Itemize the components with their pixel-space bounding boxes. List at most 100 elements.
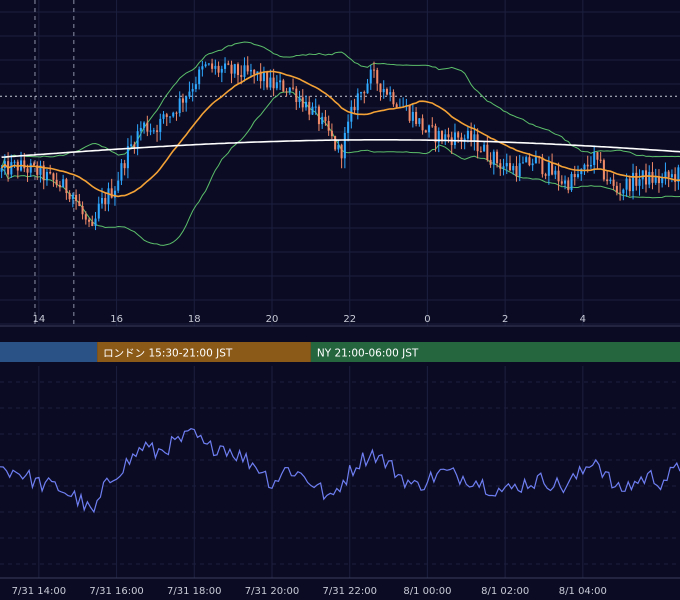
price-tick-label: 14 <box>32 314 45 325</box>
candle-down <box>415 111 418 124</box>
price-x-axis: 14 16 18 20 22 0 2 4 <box>0 314 680 327</box>
candles <box>0 56 680 231</box>
candle-up <box>382 88 385 93</box>
candle-up <box>120 163 123 181</box>
candle-down <box>259 71 262 82</box>
ma-short-line <box>1 70 680 198</box>
candle-up <box>159 118 162 132</box>
candle-up <box>29 163 32 173</box>
candle-down <box>334 136 337 150</box>
candle-up <box>369 69 372 84</box>
candle-up <box>143 122 146 128</box>
candle-down <box>573 174 576 178</box>
osc-tick-label: 7/31 14:00 <box>12 586 66 597</box>
candle-down <box>619 192 622 194</box>
candle-up <box>525 157 528 163</box>
candle-up <box>94 218 97 227</box>
candle-down <box>68 193 71 200</box>
candle-down <box>272 77 275 89</box>
candle-down <box>567 180 570 191</box>
ma-long-line <box>1 139 680 158</box>
candle-up <box>279 80 282 83</box>
candle-down <box>52 173 55 180</box>
candle-down <box>372 69 376 71</box>
candle-down <box>615 185 618 193</box>
candle-down <box>421 118 424 131</box>
candle-up <box>97 203 100 219</box>
candle-down <box>324 116 327 121</box>
candle-down <box>253 69 256 75</box>
candle-down <box>551 162 554 175</box>
candle-up <box>149 130 152 132</box>
candle-up <box>609 179 612 182</box>
candle-down <box>606 179 609 182</box>
session-band <box>97 342 311 362</box>
candle-down <box>599 159 602 161</box>
candle-down <box>434 125 437 143</box>
candle-up <box>576 174 580 178</box>
candle-down <box>55 179 58 186</box>
candle-down <box>657 176 660 184</box>
candle-up <box>188 91 191 97</box>
price-tick-label: 18 <box>188 314 201 325</box>
oscillator-grid <box>0 366 680 578</box>
candle-up <box>570 174 573 191</box>
candle-up <box>201 66 204 70</box>
candle-down <box>32 163 36 166</box>
session-label: ロンドン 15:30-21:00 JST <box>103 348 233 360</box>
candle-up <box>654 176 657 183</box>
candle-down <box>36 165 39 175</box>
candle-down <box>651 171 654 183</box>
candle-up <box>437 131 440 143</box>
candle-down <box>560 181 563 184</box>
candle-up <box>13 161 16 163</box>
candle-down <box>58 185 61 188</box>
candle-down <box>285 91 288 93</box>
candle-up <box>10 162 13 175</box>
candle-down <box>75 194 78 202</box>
candle-up <box>534 156 537 164</box>
price-tick-label: 16 <box>110 314 123 325</box>
candle-up <box>256 71 259 75</box>
candle-down <box>395 104 398 108</box>
candle-down <box>42 165 45 181</box>
candle-down <box>476 134 479 152</box>
candle-down <box>541 157 544 175</box>
moving-averages <box>1 70 680 198</box>
candle-up <box>411 111 414 121</box>
price-tick-label: 4 <box>580 314 586 325</box>
candle-down <box>674 174 677 182</box>
candle-down <box>78 201 81 206</box>
candle-up <box>664 171 667 178</box>
candle-up <box>71 194 74 200</box>
candle-up <box>204 64 207 67</box>
candle-up <box>593 152 596 165</box>
candle-up <box>356 93 359 111</box>
candle-down <box>240 75 243 77</box>
candle-up <box>178 98 181 114</box>
candle-up <box>139 127 142 132</box>
candle-up <box>233 64 236 74</box>
candle-up <box>185 96 188 103</box>
candle-down <box>340 144 343 159</box>
price-grid <box>0 0 680 326</box>
candle-down <box>146 122 149 132</box>
candle-down <box>363 92 366 94</box>
candle-down <box>635 172 638 186</box>
price-tick-label: 22 <box>343 314 356 325</box>
candle-up <box>648 171 651 185</box>
candle-down <box>486 144 489 160</box>
candle-down <box>211 63 214 69</box>
osc-tick-label: 7/31 16:00 <box>89 586 143 597</box>
candle-up <box>638 179 641 186</box>
candle-down <box>88 219 91 222</box>
candle-up <box>220 68 223 73</box>
candle-down <box>236 64 240 76</box>
candle-up <box>463 138 466 141</box>
osc-tick-label: 7/31 18:00 <box>167 586 221 597</box>
candle-up <box>343 132 346 159</box>
session-label: NY 21:00-06:00 JST <box>317 348 419 360</box>
candle-down <box>544 174 547 176</box>
candle-up <box>531 163 534 166</box>
candle-up <box>100 198 104 204</box>
